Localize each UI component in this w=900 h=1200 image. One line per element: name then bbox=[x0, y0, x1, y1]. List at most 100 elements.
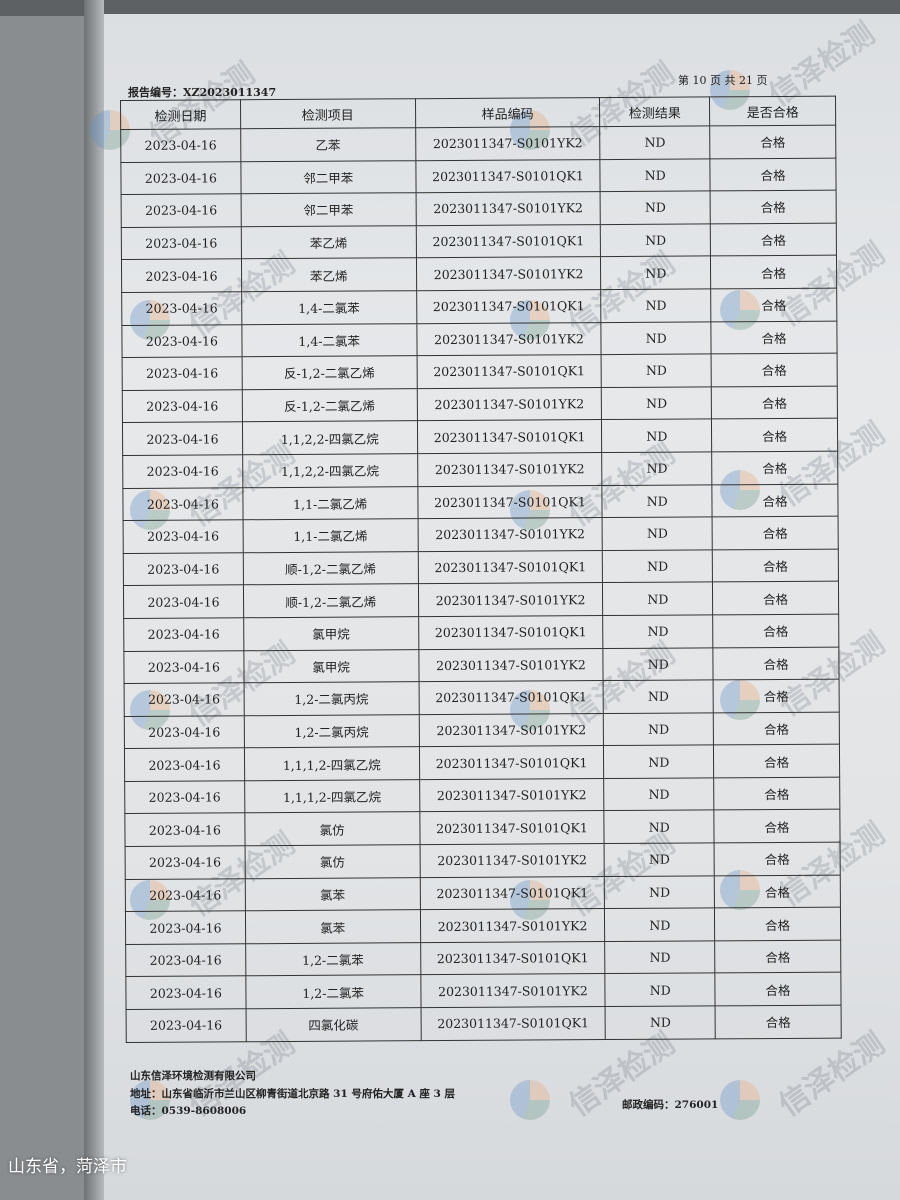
test-result: ND bbox=[601, 288, 712, 323]
test-item: 邻二甲苯 bbox=[240, 160, 416, 194]
pass-status: 合格 bbox=[710, 157, 837, 192]
test-item: 1,2-二氯丙烷 bbox=[244, 714, 420, 749]
table-row: 2023-04-16 1,1,1,2-四氯乙烷 2023011347-S0101YK… bbox=[124, 776, 840, 814]
table-row: 2023-04-16 反-1,2-二氯乙烯 2023011347-S0101QK1 N… bbox=[122, 353, 838, 391]
company-address: 地址：山东省临沂市兰山区柳青街道北京路 31 号府佑大厦 A 座 3 层 bbox=[130, 1088, 455, 1100]
table-row: 2023-04-16 1,2-二氯苯 2023011347-S0101QK1 ND 合格 bbox=[125, 939, 841, 977]
test-date: 2023-04-16 bbox=[123, 552, 244, 586]
sample-code: 2023011347-S0101YK2 bbox=[418, 582, 604, 617]
table-row: 2023-04-16 1,1-二氯乙烯 2023011347-S0101QK1 ND 合… bbox=[122, 483, 839, 521]
pass-status: 合格 bbox=[710, 190, 837, 224]
sample-code: 2023011347-S0101YK2 bbox=[420, 973, 606, 1008]
sample-code: 2023011347-S0101YK2 bbox=[420, 908, 606, 943]
test-date: 2023-04-16 bbox=[125, 845, 246, 880]
photo-background bbox=[0, 0, 900, 16]
column-header: 检测日期 bbox=[120, 99, 241, 130]
test-item: 氯仿 bbox=[244, 844, 420, 879]
sample-code: 2023011347-S0101YK2 bbox=[415, 126, 601, 161]
test-date: 2023-04-16 bbox=[122, 454, 243, 489]
pass-status: 合格 bbox=[714, 809, 841, 843]
table-row: 2023-04-16 1,1,1,2-四氯乙烷 2023011347-S0101QK… bbox=[124, 744, 840, 782]
test-result: ND bbox=[600, 223, 711, 257]
test-date: 2023-04-16 bbox=[124, 748, 245, 782]
test-item: 1,1,1,2-四氯乙烷 bbox=[244, 779, 420, 814]
table-row: 2023-04-16 1,2-二氯丙烷 2023011347-S0101YK2 ND 合… bbox=[124, 711, 840, 749]
test-item: 1,1,2,2-四氯乙烷 bbox=[242, 421, 418, 455]
sample-code: 2023011347-S0101YK2 bbox=[416, 322, 602, 356]
test-item: 氯甲烷 bbox=[243, 649, 419, 683]
pass-status: 合格 bbox=[711, 385, 838, 420]
table-row: 2023-04-16 1,1,2,2-四氯乙烷 2023011347-S0101QK… bbox=[122, 418, 838, 456]
test-result: ND bbox=[603, 647, 714, 681]
pass-status: 合格 bbox=[714, 907, 841, 941]
report-number: 报告编号：XZ2023011347 bbox=[128, 86, 277, 99]
test-result: ND bbox=[603, 745, 714, 779]
pass-status: 合格 bbox=[712, 548, 839, 583]
test-result: ND bbox=[600, 256, 711, 290]
test-item: 四氯化碳 bbox=[245, 1007, 421, 1042]
test-result: ND bbox=[602, 517, 713, 551]
pass-status: 合格 bbox=[709, 125, 836, 159]
pass-status: 合格 bbox=[711, 320, 838, 355]
test-result: ND bbox=[604, 810, 715, 844]
table-row: 2023-04-16 氯苯 2023011347-S0101YK2 ND 合格 bbox=[125, 907, 841, 945]
test-result: ND bbox=[601, 386, 712, 420]
test-item: 乙苯 bbox=[240, 127, 416, 162]
pass-status: 合格 bbox=[710, 222, 837, 257]
sample-code: 2023011347-S0101YK2 bbox=[419, 843, 605, 878]
table-row: 2023-04-16 乙苯 2023011347-S0101YK2 ND 合格 bbox=[120, 125, 836, 163]
pass-status: 合格 bbox=[711, 353, 838, 387]
sample-code: 2023011347-S0101QK1 bbox=[417, 419, 603, 454]
test-item: 1,1-二氯乙烯 bbox=[242, 486, 418, 520]
test-result: ND bbox=[600, 125, 711, 160]
table-row: 2023-04-16 1,1-二氯乙烯 2023011347-S0101YK2 ND 合… bbox=[123, 516, 839, 554]
sample-code: 2023011347-S0101YK2 bbox=[417, 517, 603, 552]
test-result: ND bbox=[604, 908, 715, 942]
book-binding bbox=[84, 0, 104, 1200]
test-date: 2023-04-16 bbox=[124, 813, 245, 847]
sample-code: 2023011347-S0101QK1 bbox=[415, 159, 601, 193]
test-item: 顺-1,2-二氯乙烯 bbox=[243, 584, 419, 618]
test-item: 反-1,2-二氯乙烯 bbox=[241, 355, 417, 390]
test-item: 苯乙烯 bbox=[241, 225, 417, 260]
table-row: 2023-04-16 氯甲烷 2023011347-S0101QK1 ND 合格 bbox=[123, 614, 839, 651]
table-header-row: 检测日期 检测项目 样品编码 检测结果 是否合格 bbox=[120, 96, 836, 130]
test-item: 1,2-二氯苯 bbox=[245, 975, 421, 1009]
test-result: ND bbox=[603, 679, 714, 714]
test-item: 1,1,1,2-四氯乙烷 bbox=[244, 746, 420, 781]
pass-status: 合格 bbox=[714, 939, 841, 974]
sample-code: 2023011347-S0101QK1 bbox=[419, 876, 605, 910]
table-row: 2023-04-16 1,4-二氯苯 2023011347-S0101YK2 ND 合格 bbox=[121, 320, 838, 358]
test-result: ND bbox=[603, 712, 714, 746]
page-info: 第 10 页 共 21 页 bbox=[678, 74, 768, 87]
test-item: 反-1,2-二氯乙烯 bbox=[242, 388, 418, 423]
test-result: ND bbox=[600, 158, 711, 192]
test-result: ND bbox=[602, 451, 713, 486]
column-header: 检测结果 bbox=[599, 96, 710, 127]
sample-code: 2023011347-S0101QK1 bbox=[420, 941, 606, 976]
results-table: 检测日期 检测项目 样品编码 检测结果 是否合格 2023-04-16 乙苯 202… bbox=[120, 96, 842, 1043]
test-result: ND bbox=[602, 484, 713, 518]
test-date: 2023-04-16 bbox=[121, 226, 242, 260]
table-row: 2023-04-16 苯乙烯 2023011347-S0101QK1 ND 合格 bbox=[121, 222, 837, 260]
test-result: ND bbox=[600, 191, 711, 225]
test-date: 2023-04-16 bbox=[124, 780, 245, 814]
test-item: 1,1-二氯乙烯 bbox=[242, 518, 418, 553]
test-date: 2023-04-16 bbox=[125, 976, 246, 1010]
sample-code: 2023011347-S0101QK1 bbox=[416, 354, 602, 389]
pass-status: 合格 bbox=[715, 972, 842, 1006]
location-overlay: 山东省，菏泽市 bbox=[8, 1157, 127, 1177]
postcode: 邮政编码：276001 bbox=[622, 1099, 719, 1111]
test-item: 1,4-二氯苯 bbox=[241, 290, 417, 325]
pass-status: 合格 bbox=[710, 255, 837, 289]
test-date: 2023-04-16 bbox=[124, 682, 245, 717]
pass-status: 合格 bbox=[714, 842, 841, 876]
column-header: 检测项目 bbox=[240, 98, 416, 129]
table-row: 2023-04-16 顺-1,2-二氯乙烯 2023011347-S0101QK1 N… bbox=[123, 548, 839, 586]
sample-code: 2023011347-S0101QK1 bbox=[417, 485, 603, 519]
table-row: 2023-04-16 氯甲烷 2023011347-S0101YK2 ND 合格 bbox=[123, 646, 840, 684]
test-result: ND bbox=[603, 614, 714, 649]
company-phone: 电话：0539-8608006 bbox=[130, 1105, 247, 1117]
sample-code: 2023011347-S0101YK2 bbox=[415, 191, 601, 226]
table-row: 2023-04-16 1,1,2,2-四氯乙烷 2023011347-S0101YK… bbox=[122, 451, 838, 489]
